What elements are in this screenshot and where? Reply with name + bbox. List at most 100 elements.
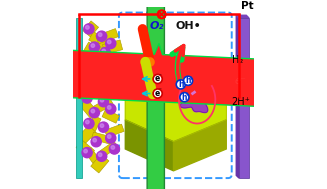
FancyBboxPatch shape [105,124,124,137]
Circle shape [106,38,116,49]
Circle shape [153,89,162,98]
Circle shape [183,76,193,85]
Text: OH•: OH• [175,21,201,31]
Polygon shape [174,120,226,171]
Circle shape [96,86,100,89]
FancyBboxPatch shape [78,125,96,143]
Circle shape [102,49,106,53]
FancyBboxPatch shape [102,90,123,99]
FancyBboxPatch shape [80,42,94,59]
FancyBboxPatch shape [102,40,123,54]
Text: +: + [184,92,189,97]
Circle shape [106,133,116,143]
Circle shape [100,98,104,102]
Polygon shape [125,58,226,142]
Circle shape [108,40,111,44]
Circle shape [95,84,105,94]
Circle shape [91,64,101,74]
FancyBboxPatch shape [94,97,113,113]
Circle shape [86,120,89,124]
Circle shape [108,78,118,89]
Circle shape [100,47,111,58]
FancyArrow shape [137,0,164,189]
Circle shape [84,119,94,129]
Circle shape [82,148,92,158]
Circle shape [109,144,119,154]
Text: h: h [185,76,191,85]
Circle shape [100,124,104,127]
FancyBboxPatch shape [80,99,98,119]
Circle shape [111,58,115,62]
Circle shape [176,80,185,89]
Circle shape [86,77,89,80]
FancyBboxPatch shape [89,32,107,48]
Circle shape [96,151,107,161]
FancyBboxPatch shape [100,67,121,81]
Circle shape [98,33,102,36]
FancyBboxPatch shape [83,21,99,37]
Text: ⁻: ⁻ [159,88,162,94]
Text: e⁻: e⁻ [235,76,247,86]
FancyBboxPatch shape [100,141,118,157]
FancyBboxPatch shape [102,109,119,123]
Circle shape [89,108,99,118]
Circle shape [84,75,94,85]
Circle shape [93,66,96,69]
FancyArrow shape [0,40,327,117]
Text: H₂: H₂ [232,55,243,65]
Text: +: + [188,76,193,81]
Circle shape [153,74,162,84]
Circle shape [84,95,87,98]
FancyBboxPatch shape [92,132,112,144]
Circle shape [98,153,102,156]
FancyBboxPatch shape [88,115,101,132]
FancyBboxPatch shape [96,29,118,44]
Polygon shape [181,85,213,113]
Circle shape [109,80,113,84]
Polygon shape [236,15,249,18]
Bar [76,18,82,178]
Circle shape [91,109,95,113]
Circle shape [109,57,119,67]
FancyBboxPatch shape [82,64,99,74]
Circle shape [98,97,109,107]
FancyBboxPatch shape [89,72,103,88]
FancyBboxPatch shape [77,81,96,101]
Circle shape [84,149,87,153]
Circle shape [180,93,189,102]
Circle shape [91,44,95,47]
Text: e: e [155,74,160,84]
Circle shape [86,26,89,29]
Circle shape [106,104,116,114]
Circle shape [96,31,107,41]
FancyBboxPatch shape [85,147,100,165]
FancyBboxPatch shape [94,80,110,95]
Circle shape [82,93,92,103]
Circle shape [98,122,109,132]
Text: 2H⁺: 2H⁺ [231,97,250,107]
Text: h: h [178,80,183,89]
FancyBboxPatch shape [96,57,114,74]
Text: ⁻: ⁻ [159,74,162,79]
Text: +: + [181,80,186,85]
Polygon shape [236,15,239,178]
Bar [239,18,249,178]
Circle shape [111,146,115,149]
FancyBboxPatch shape [94,46,110,62]
Circle shape [84,24,94,34]
FancyBboxPatch shape [76,140,95,158]
Circle shape [102,71,112,81]
Polygon shape [125,120,174,171]
Circle shape [89,42,99,52]
Text: h: h [182,93,187,102]
Circle shape [82,53,92,63]
Circle shape [93,138,96,142]
Circle shape [84,55,87,58]
Text: O₂: O₂ [150,21,164,31]
Circle shape [91,137,101,147]
Circle shape [108,106,111,109]
Circle shape [108,135,111,138]
Text: Pt: Pt [241,1,253,11]
Text: e: e [155,89,160,98]
Circle shape [104,73,107,77]
